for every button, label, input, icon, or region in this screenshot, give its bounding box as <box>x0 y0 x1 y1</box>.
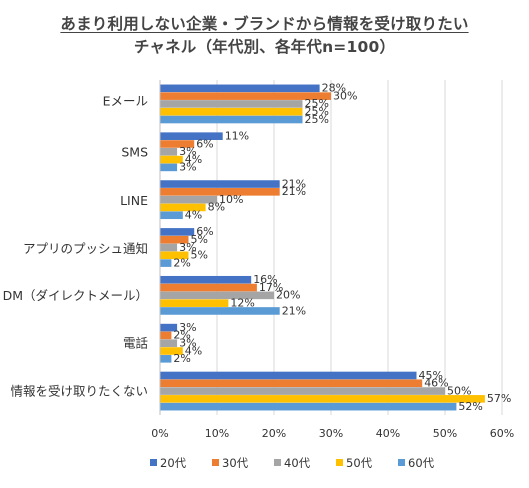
data-label: 3% <box>179 145 196 158</box>
legend-swatch <box>336 459 343 466</box>
bar <box>160 331 172 340</box>
bar <box>160 188 280 196</box>
bar <box>160 211 183 220</box>
legend-label: 20代 <box>160 456 187 470</box>
data-label: 45% <box>419 369 443 382</box>
data-label: 3% <box>179 337 196 350</box>
bar <box>160 132 223 140</box>
data-label: 5% <box>191 233 208 246</box>
bar <box>160 291 274 300</box>
bar <box>160 402 457 411</box>
bar <box>160 347 183 355</box>
chart-title-line-2: チャネル（年代別、各年代n=100） <box>133 38 396 56</box>
data-label: 17% <box>259 281 283 294</box>
data-label: 50% <box>447 384 471 397</box>
category-label: 電話 <box>123 336 148 351</box>
data-label: 16% <box>253 273 277 286</box>
category-label: 情報を受け取りたくない <box>10 384 148 399</box>
legend-swatch <box>274 459 281 466</box>
bar <box>160 84 320 93</box>
data-label: 46% <box>424 377 448 390</box>
data-label: 21% <box>282 304 306 317</box>
legend-label: 50代 <box>346 456 373 470</box>
bar <box>160 115 303 124</box>
bar <box>160 371 417 380</box>
bar <box>160 203 206 212</box>
x-tick-label: 40% <box>376 427 400 440</box>
bar <box>160 243 178 252</box>
x-tick-label: 50% <box>433 427 457 440</box>
bar <box>160 107 303 116</box>
data-label: 28% <box>322 82 346 95</box>
data-label: 21% <box>282 177 306 190</box>
bar <box>160 180 280 188</box>
category-label: Eメール <box>103 93 148 108</box>
x-tick-label: 30% <box>319 427 343 440</box>
data-label: 11% <box>225 129 249 142</box>
legend-swatch <box>212 459 219 466</box>
data-label: 8% <box>208 201 225 214</box>
bar <box>160 140 195 148</box>
bar <box>160 100 303 108</box>
bar <box>160 339 178 348</box>
legend-label: 30代 <box>222 456 249 470</box>
x-tick-label: 10% <box>205 427 229 440</box>
x-tick-label: 20% <box>262 427 286 440</box>
data-label: 2% <box>173 329 190 342</box>
bar <box>160 323 178 332</box>
legend-label: 60代 <box>408 456 435 470</box>
data-label: 57% <box>487 392 511 405</box>
bar <box>160 235 189 244</box>
data-label: 5% <box>191 249 208 262</box>
x-tick-label: 0% <box>151 427 168 440</box>
data-label: 20% <box>276 289 300 302</box>
bar <box>160 355 172 363</box>
data-label: 3% <box>179 321 196 334</box>
bar <box>160 299 229 307</box>
bar <box>160 307 280 315</box>
bar <box>160 155 183 164</box>
bar <box>160 147 178 156</box>
data-label: 4% <box>185 209 202 222</box>
data-label: 4% <box>185 153 202 166</box>
bar <box>160 387 445 395</box>
data-label: 4% <box>185 344 202 357</box>
data-label: 25% <box>305 105 329 118</box>
bar <box>160 92 331 100</box>
x-tick-label: 60% <box>490 427 514 440</box>
bar <box>160 259 172 267</box>
chart-title-line-1: あまり利用しない企業・ブランドから情報を受け取りたい <box>60 15 469 33</box>
legend-swatch <box>150 459 157 466</box>
legend-swatch <box>398 459 405 466</box>
bar <box>160 251 189 260</box>
bar <box>160 283 257 292</box>
data-label: 3% <box>179 241 196 254</box>
bar <box>160 395 485 403</box>
data-label: 2% <box>173 352 190 365</box>
data-label: 52% <box>458 400 482 413</box>
category-label: アプリのプッシュ通知 <box>23 241 148 256</box>
bar <box>160 195 217 204</box>
data-label: 25% <box>305 97 329 110</box>
data-label: 2% <box>173 256 190 269</box>
bar <box>160 379 423 388</box>
data-label: 30% <box>333 89 357 102</box>
bar <box>160 163 178 172</box>
category-label: LINE <box>120 193 148 208</box>
data-label: 6% <box>196 137 213 150</box>
data-label: 3% <box>179 161 196 174</box>
legend-label: 40代 <box>284 456 311 470</box>
data-label: 10% <box>219 193 243 206</box>
category-label: DM（ダイレクトメール） <box>3 288 148 303</box>
category-label: SMS <box>121 144 148 159</box>
data-label: 6% <box>196 225 213 238</box>
bar <box>160 228 195 236</box>
data-label: 25% <box>305 113 329 126</box>
bar <box>160 275 252 284</box>
data-label: 12% <box>230 296 254 309</box>
data-label: 21% <box>282 185 306 198</box>
